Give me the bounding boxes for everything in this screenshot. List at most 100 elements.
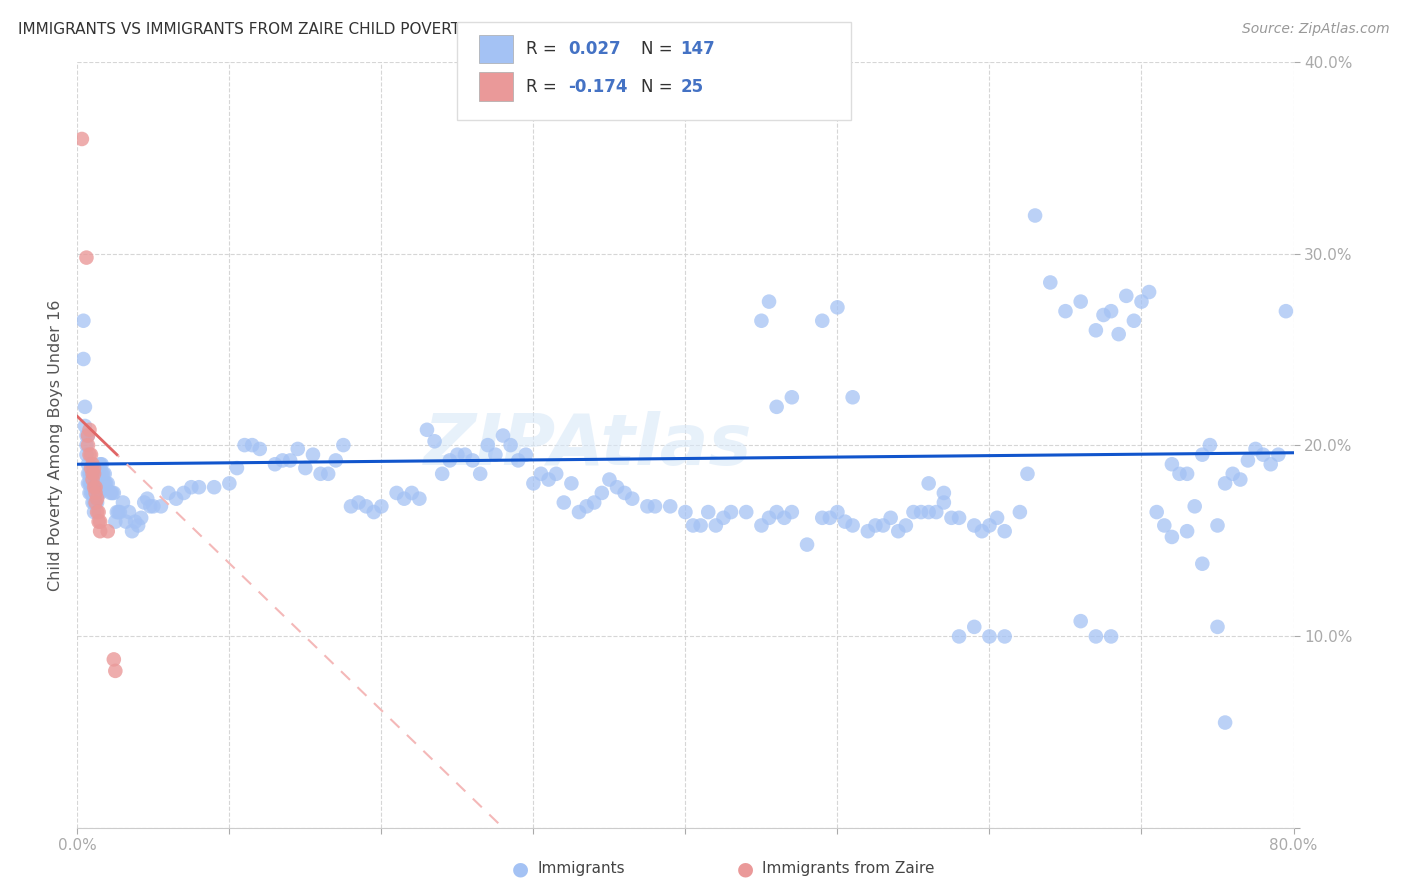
Point <box>1244 442 1267 456</box>
Point <box>83 480 105 494</box>
Text: R =: R = <box>526 78 562 95</box>
Point <box>82 467 104 481</box>
Point <box>773 511 796 525</box>
Point <box>735 505 758 519</box>
Point <box>1092 308 1115 322</box>
Point <box>910 505 932 519</box>
Point <box>446 448 468 462</box>
Point <box>416 423 439 437</box>
Point <box>994 630 1017 644</box>
Point <box>83 486 105 500</box>
Point <box>1251 448 1274 462</box>
Point <box>621 491 644 506</box>
Point <box>704 518 727 533</box>
Text: -0.174: -0.174 <box>568 78 627 95</box>
Point <box>97 476 120 491</box>
Point <box>75 251 97 265</box>
Point <box>104 664 127 678</box>
Point <box>202 480 225 494</box>
Text: 0.027: 0.027 <box>568 40 620 58</box>
Point <box>354 500 377 514</box>
Text: Immigrants: Immigrants <box>537 862 624 876</box>
Point <box>218 476 240 491</box>
Point <box>697 505 720 519</box>
Point <box>80 461 103 475</box>
Point <box>302 448 325 462</box>
Point <box>173 486 195 500</box>
Point <box>79 486 101 500</box>
Point <box>979 630 1001 644</box>
Point <box>84 486 107 500</box>
Point <box>89 524 111 539</box>
Point <box>1175 467 1198 481</box>
Text: Source: ZipAtlas.com: Source: ZipAtlas.com <box>1241 22 1389 37</box>
Point <box>1115 289 1137 303</box>
Point <box>79 476 101 491</box>
Point <box>1054 304 1077 318</box>
Point <box>121 524 143 539</box>
Point <box>963 620 986 634</box>
Point <box>401 486 423 500</box>
Point <box>1184 500 1206 514</box>
Point <box>77 467 100 481</box>
Point <box>115 515 138 529</box>
Point <box>948 630 970 644</box>
Point <box>894 518 917 533</box>
Point <box>841 390 863 404</box>
Point <box>515 448 537 462</box>
Point <box>765 400 787 414</box>
Point <box>385 486 408 500</box>
Point <box>73 400 96 414</box>
Y-axis label: Child Poverty Among Boys Under 16: Child Poverty Among Boys Under 16 <box>48 300 63 591</box>
Point <box>84 476 107 491</box>
Point <box>75 448 97 462</box>
Point <box>1161 530 1184 544</box>
Point <box>970 524 993 539</box>
Point <box>233 438 256 452</box>
Point <box>111 495 134 509</box>
Point <box>325 453 347 467</box>
Point <box>811 511 834 525</box>
Point <box>1039 276 1062 290</box>
Point <box>103 486 125 500</box>
Text: N =: N = <box>641 40 678 58</box>
Point <box>1017 467 1039 481</box>
Point <box>180 480 202 494</box>
Point <box>1206 518 1229 533</box>
Point <box>83 495 105 509</box>
Point <box>865 518 887 533</box>
Point <box>82 457 104 471</box>
Point <box>84 480 107 494</box>
Point <box>96 476 118 491</box>
Point <box>941 511 963 525</box>
Point <box>80 476 103 491</box>
Point <box>70 132 93 146</box>
Point <box>80 486 103 500</box>
Point <box>470 467 492 481</box>
Point <box>87 486 110 500</box>
Point <box>918 505 941 519</box>
Point <box>332 438 354 452</box>
Point <box>918 476 941 491</box>
Point <box>82 495 104 509</box>
Point <box>484 448 506 462</box>
Point <box>1260 457 1282 471</box>
Text: ●: ● <box>737 859 754 879</box>
Point <box>89 457 111 471</box>
Point <box>86 486 108 500</box>
Point <box>271 453 294 467</box>
Point <box>1213 476 1236 491</box>
Point <box>108 505 131 519</box>
Point <box>1122 314 1144 328</box>
Text: 147: 147 <box>681 40 716 58</box>
Point <box>80 467 103 481</box>
Point <box>827 505 849 519</box>
Point <box>1267 448 1289 462</box>
Point <box>129 511 152 525</box>
Point <box>546 467 568 481</box>
Point <box>675 505 697 519</box>
Point <box>758 294 780 309</box>
Point <box>461 453 484 467</box>
Point <box>1146 505 1168 519</box>
Text: R =: R = <box>526 40 562 58</box>
